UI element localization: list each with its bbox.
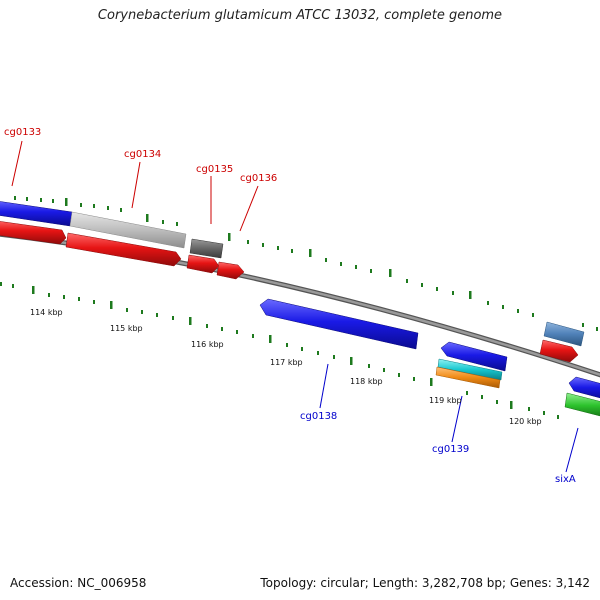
scale-label-117: 117 kbp xyxy=(270,358,303,367)
forward-gene-labels: cg0138 cg0139 sixA xyxy=(300,411,576,485)
cds-feature-forward-3[interactable] xyxy=(568,376,600,400)
cds-feature-forward-cg0139[interactable] xyxy=(440,341,508,372)
forward-label-leaders xyxy=(319,363,579,473)
gene-label-cg0135[interactable]: cg0135 xyxy=(196,164,233,175)
reverse-gene-labels: cg0133 cg0134 cg0135 cg0136 xyxy=(4,127,277,184)
inner-tick-row xyxy=(0,282,559,419)
genome-summary-text: Topology: circular; Length: 3,282,708 bp… xyxy=(260,576,590,590)
gene-feature-orange-cg0139[interactable] xyxy=(435,366,501,389)
cds-feature-forward-cg0133[interactable] xyxy=(0,200,73,227)
gene-label-cg0134[interactable]: cg0134 xyxy=(124,149,161,160)
outer-tick-row xyxy=(14,196,598,331)
gene-feature-green-sixA[interactable] xyxy=(564,392,600,418)
cds-feature-reverse-cg0135[interactable] xyxy=(186,254,220,274)
gene-label-cg0136[interactable]: cg0136 xyxy=(240,173,277,184)
cds-feature-reverse-1[interactable] xyxy=(0,220,67,245)
cds-feature-reverse-cg0134[interactable] xyxy=(65,232,182,267)
genome-backbone xyxy=(0,231,600,378)
gene-label-sixA[interactable]: sixA xyxy=(555,474,576,485)
scale-label-118: 118 kbp xyxy=(350,377,383,386)
cds-feature-forward-cg0138[interactable] xyxy=(259,298,419,350)
gene-label-cg0138[interactable]: cg0138 xyxy=(300,411,337,422)
genome-backbone-highlight xyxy=(0,232,600,377)
cds-feature-reverse-cg0136[interactable] xyxy=(216,261,245,280)
scale-label-119: 119 kbp xyxy=(429,396,462,405)
pseudogene-feature-cg0134[interactable] xyxy=(69,211,187,249)
scale-labels: 114 kbp 115 kbp 116 kbp 117 kbp 118 kbp … xyxy=(30,308,542,426)
gene-feature-cyan-cg0139[interactable] xyxy=(437,358,503,381)
accession-text: Accession: NC_006958 xyxy=(10,576,147,590)
gene-feature-steel-1[interactable] xyxy=(543,321,585,347)
reverse-label-leaders xyxy=(11,140,259,232)
scale-label-114: 114 kbp xyxy=(30,308,63,317)
map-title: Corynebacterium glutamicum ATCC 13032, c… xyxy=(97,8,503,23)
scale-label-115: 115 kbp xyxy=(110,324,143,333)
scale-label-116: 116 kbp xyxy=(191,340,224,349)
gene-feature-cg0135[interactable] xyxy=(189,238,224,259)
cds-feature-reverse-2[interactable] xyxy=(539,339,579,363)
scale-label-120: 120 kbp xyxy=(509,417,542,426)
gene-label-cg0139[interactable]: cg0139 xyxy=(432,444,469,455)
gene-label-cg0133[interactable]: cg0133 xyxy=(4,127,41,138)
